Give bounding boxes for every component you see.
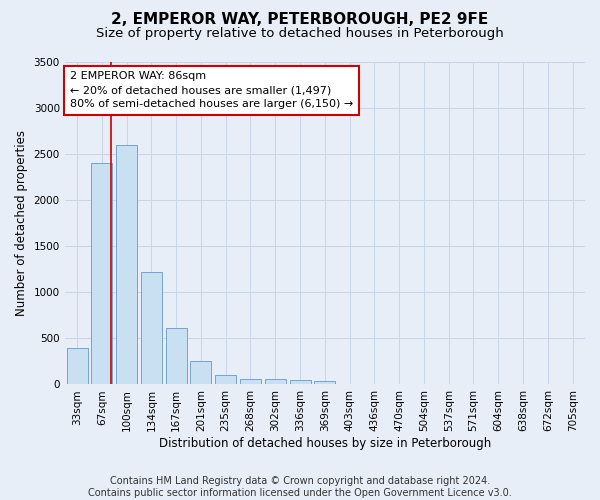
X-axis label: Distribution of detached houses by size in Peterborough: Distribution of detached houses by size … [159, 437, 491, 450]
Text: 2 EMPEROR WAY: 86sqm
← 20% of detached houses are smaller (1,497)
80% of semi-de: 2 EMPEROR WAY: 86sqm ← 20% of detached h… [70, 71, 353, 109]
Bar [215, 375, 236, 384]
Bar [240, 379, 261, 384]
Bar [141, 272, 162, 384]
Bar [314, 381, 335, 384]
Bar [166, 328, 187, 384]
Bar [67, 348, 88, 384]
Bar [190, 362, 211, 384]
Text: Size of property relative to detached houses in Peterborough: Size of property relative to detached ho… [96, 28, 504, 40]
Bar [116, 144, 137, 384]
Text: 2, EMPEROR WAY, PETERBOROUGH, PE2 9FE: 2, EMPEROR WAY, PETERBOROUGH, PE2 9FE [112, 12, 488, 28]
Text: Contains HM Land Registry data © Crown copyright and database right 2024.
Contai: Contains HM Land Registry data © Crown c… [88, 476, 512, 498]
Bar [290, 380, 311, 384]
Y-axis label: Number of detached properties: Number of detached properties [15, 130, 28, 316]
Bar [265, 380, 286, 384]
Bar [91, 163, 112, 384]
